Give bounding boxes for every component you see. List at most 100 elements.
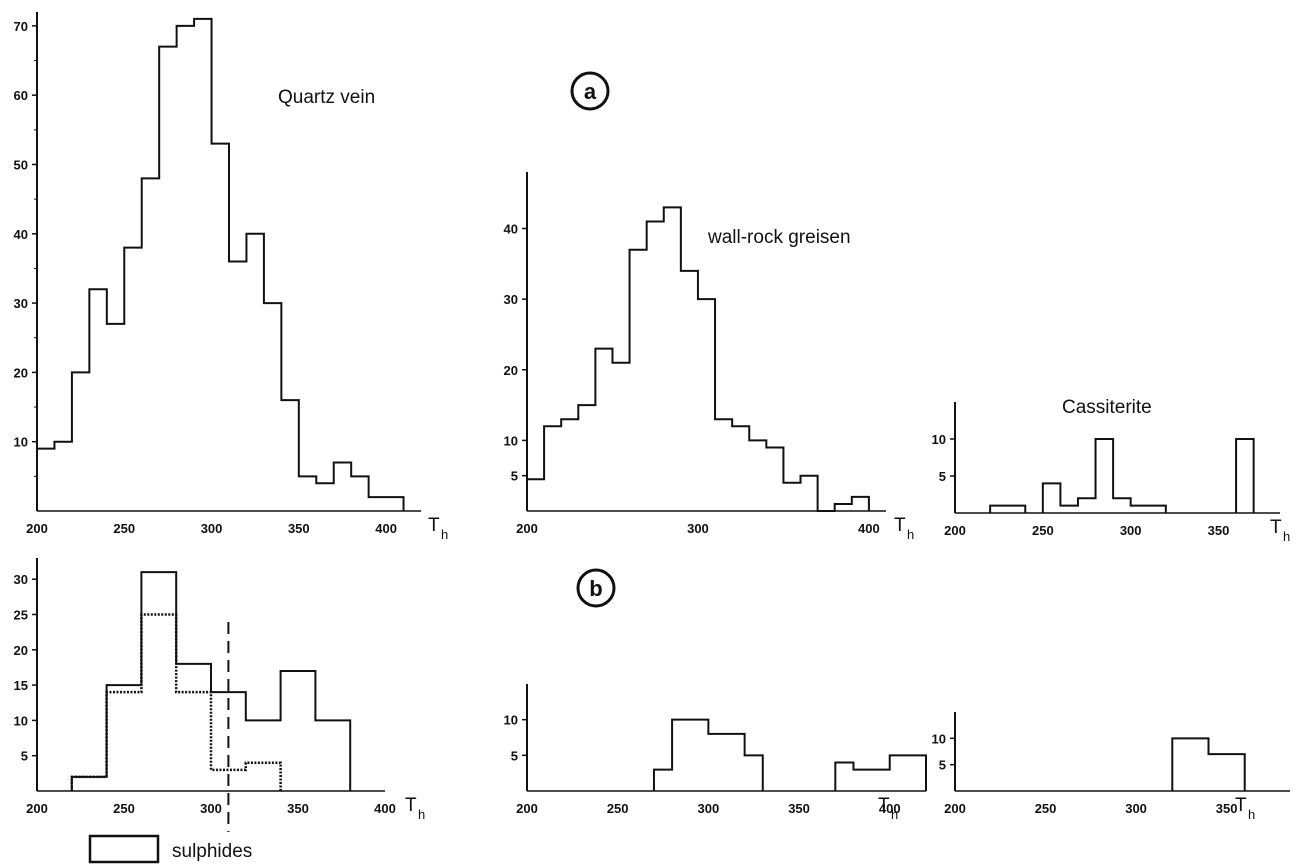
x-axis-label: T <box>1235 795 1247 816</box>
histogram-bar <box>766 447 783 511</box>
x-tick-label: 200 <box>516 521 538 536</box>
histogram-bar <box>1148 506 1166 513</box>
histogram-bar <box>351 476 368 511</box>
histogram-bar <box>690 720 708 791</box>
histogram-bar <box>595 349 612 511</box>
histogram-bar <box>783 483 800 511</box>
histogram-bar <box>229 262 246 512</box>
histogram-bar <box>749 440 766 511</box>
histogram-bar <box>715 419 732 511</box>
histogram-bar <box>107 685 142 791</box>
y-tick-label: 10 <box>504 433 518 448</box>
x-tick-label: 350 <box>1208 523 1230 538</box>
chart-title: Cassiterite <box>1062 397 1152 418</box>
histogram-series-main <box>526 206 870 512</box>
histogram-bar <box>386 497 403 511</box>
histogram-bar <box>334 462 351 511</box>
legend-swatch <box>88 834 160 864</box>
x-tick-label: 350 <box>1216 801 1238 816</box>
x-tick-label: 400 <box>375 521 397 536</box>
histogram-bar <box>176 692 211 791</box>
histogram-bar <box>299 476 316 511</box>
y-tick-label: 40 <box>504 222 518 237</box>
x-tick-label: 400 <box>879 801 901 816</box>
histogram-bar <box>708 734 726 791</box>
x-tick-label: 300 <box>200 801 222 816</box>
histogram-bar <box>732 426 749 511</box>
histogram-bar <box>672 720 690 791</box>
y-tick-label: 5 <box>939 469 946 484</box>
y-tick-label: 5 <box>939 758 946 773</box>
y-tick-label: 30 <box>504 292 518 307</box>
histogram-bar <box>561 419 578 511</box>
histogram-bar <box>1096 439 1114 513</box>
histogram-bar <box>544 426 561 511</box>
y-tick-label: 5 <box>511 748 518 763</box>
y-tick-label: 5 <box>21 749 28 764</box>
histogram-bar <box>54 442 71 511</box>
x-axis-label: T <box>894 515 906 536</box>
chart-title: Quartz vein <box>278 87 375 108</box>
x-tick-label: 200 <box>26 801 48 816</box>
x-tick-label: 300 <box>1125 801 1147 816</box>
histogram-bar <box>141 572 176 791</box>
x-tick-label: 300 <box>687 521 709 536</box>
y-tick-label: 20 <box>504 363 518 378</box>
y-tick-label: 25 <box>14 607 28 622</box>
x-tick-label: 200 <box>944 523 966 538</box>
histogram-bar <box>177 26 194 511</box>
y-tick-label: 60 <box>14 88 28 103</box>
histogram-bar <box>852 497 869 511</box>
histogram-bar <box>698 299 715 511</box>
x-tick-label: 300 <box>201 521 223 536</box>
x-tick-label: 350 <box>788 801 810 816</box>
histogram-bar <box>141 614 176 791</box>
histogram-bar <box>281 400 298 511</box>
histogram-bar <box>745 755 763 791</box>
histogram-bar <box>1172 738 1208 791</box>
x-tick-label: 250 <box>1032 523 1054 538</box>
histogram-series-main <box>36 17 405 511</box>
x-tick-label: 200 <box>26 521 48 536</box>
histogram-bar <box>1060 506 1078 513</box>
histogram-bar <box>1236 439 1254 513</box>
histogram-series-main <box>989 438 1255 513</box>
x-axis-label-sub: h <box>1248 807 1255 822</box>
legend: sulphides <box>88 834 252 864</box>
x-axis-label: T <box>405 795 417 816</box>
histogram-bar <box>72 777 107 791</box>
y-tick-label: 30 <box>14 572 28 587</box>
y-tick-label: 30 <box>14 296 28 311</box>
y-tick-label: 5 <box>511 469 518 484</box>
legend-label: sulphides <box>172 841 252 862</box>
histogram-bar <box>908 755 926 791</box>
y-tick-label: 10 <box>504 713 518 728</box>
histogram-bar <box>612 363 629 511</box>
histogram-bar <box>246 763 281 791</box>
histogram-bar <box>853 770 871 791</box>
histogram-bar <box>990 506 1008 513</box>
y-tick-label: 20 <box>14 365 28 380</box>
histogram-bar <box>72 777 107 791</box>
histogram-series-main <box>652 718 927 791</box>
histogram-bar <box>107 324 124 511</box>
histogram-bar <box>176 664 211 791</box>
histogram-bar <box>315 720 350 791</box>
y-tick-label: 10 <box>932 731 946 746</box>
x-axis-label-sub: h <box>418 807 425 822</box>
x-axis-label-sub: h <box>1283 529 1290 544</box>
histogram-bar <box>369 497 386 511</box>
histogram-bar <box>246 234 263 511</box>
y-tick-label: 15 <box>14 678 28 693</box>
histogram-bar <box>1043 483 1061 513</box>
histogram-bar <box>681 271 698 511</box>
x-tick-label: 200 <box>516 801 538 816</box>
x-tick-label: 350 <box>287 801 309 816</box>
histogram-bar <box>72 372 89 511</box>
